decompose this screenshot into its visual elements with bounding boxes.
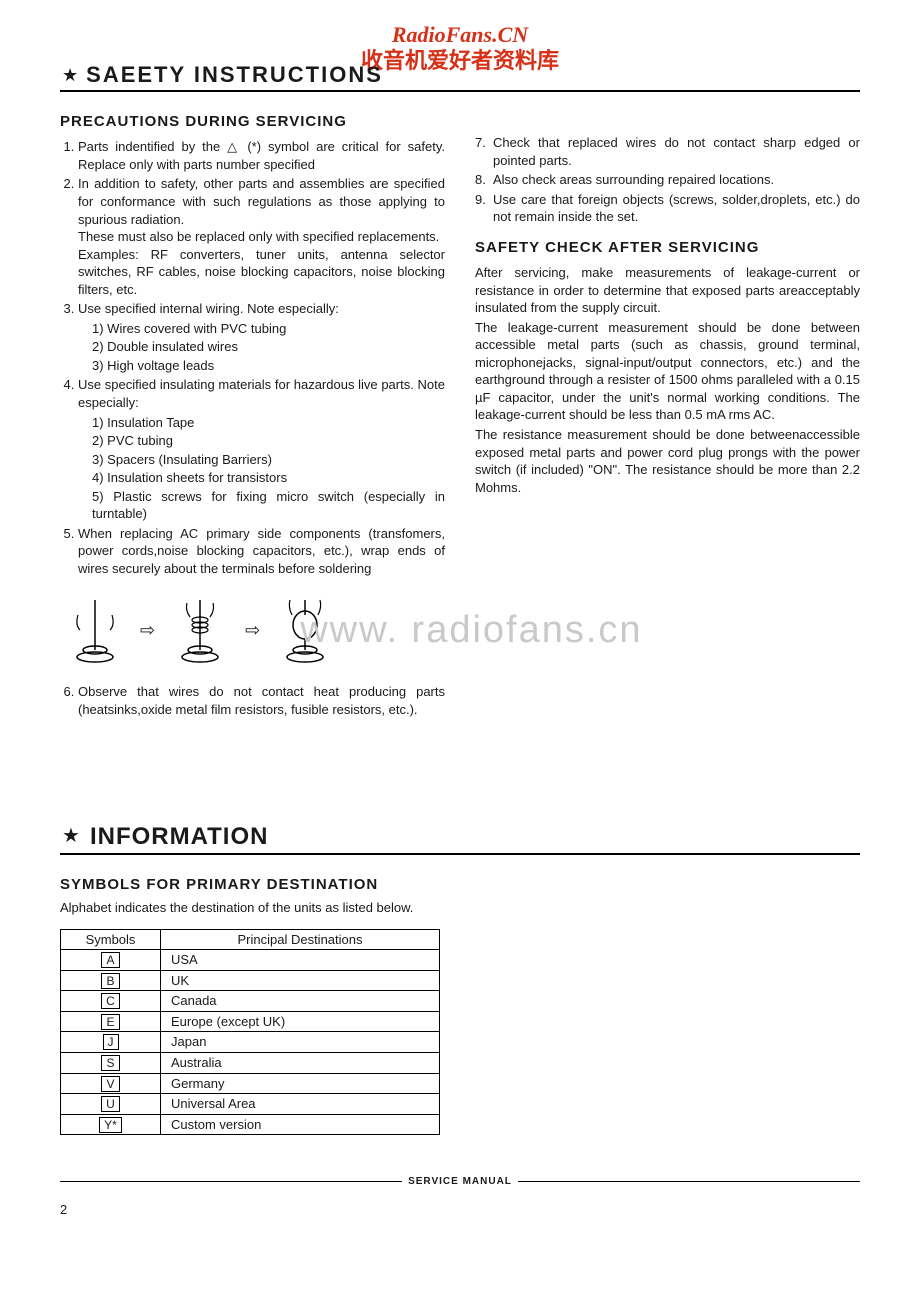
footer-rule-left [60,1181,402,1182]
footer: SERVICE MANUAL [60,1175,860,1189]
symbols-desc: Alphabet indicates the destination of th… [60,899,440,917]
item-4: Use specified insulating materials for h… [78,376,445,522]
symbol-cell: V [61,1073,161,1094]
terminal-before-icon [70,595,120,665]
precautions-list: Parts indentified by the △ (*) symbol ar… [60,138,445,577]
arrow-icon: ⇨ [140,618,155,642]
table-row: J Japan [61,1032,440,1053]
symbol-box: J [103,1034,119,1050]
symbols-heading: SYMBOLS FOR PRIMARY DESTINATION [60,875,860,895]
item-7: 7.Check that replaced wires do not conta… [475,134,860,169]
destination-cell: Japan [161,1032,440,1053]
th-destinations: Principal Destinations [161,929,440,950]
item-5: When replacing AC primary side component… [78,525,445,578]
soldering-diagram: ⇨ ⇨ [70,595,445,665]
symbol-cell: C [61,991,161,1012]
table-row: A USA [61,950,440,971]
safety-columns: PRECAUTIONS DURING SERVICING Parts inden… [60,112,860,720]
table-row: C Canada [61,991,440,1012]
symbol-box: E [101,1014,119,1030]
terminal-soldered-icon [280,595,330,665]
destination-cell: Australia [161,1053,440,1074]
arrow-icon-2: ⇨ [245,618,260,642]
page-number: 2 [60,1201,860,1219]
table-row: U Universal Area [61,1094,440,1115]
destination-table: Symbols Principal Destinations AUSABUKCC… [60,929,440,1135]
safety-title: SAEETY INSTRUCTIONS [86,60,383,90]
symbol-cell: E [61,1011,161,1032]
symbol-cell: B [61,970,161,991]
safety-p1: After servicing, make measurements of le… [475,264,860,317]
safety-p3: The resistance measurement should be don… [475,426,860,496]
footer-label: SERVICE MANUAL [408,1175,512,1189]
info-title: INFORMATION [90,821,269,853]
destination-cell: Universal Area [161,1094,440,1115]
symbol-box: Y* [99,1117,122,1133]
symbol-cell: S [61,1053,161,1074]
destination-cell: Europe (except UK) [161,1011,440,1032]
symbol-box: U [101,1096,120,1112]
destination-cell: Canada [161,991,440,1012]
info-title-row: ★ INFORMATION [60,821,860,855]
terminal-wrapped-icon [175,595,225,665]
safety-p2: The leakage-current measurement should b… [475,319,860,424]
table-row: Y* Custom version [61,1114,440,1135]
th-symbols: Symbols [61,929,161,950]
symbol-cell: Y* [61,1114,161,1135]
symbol-box: V [101,1076,119,1092]
table-row: E Europe (except UK) [61,1011,440,1032]
left-column: PRECAUTIONS DURING SERVICING Parts inden… [60,112,445,720]
destination-cell: USA [161,950,440,971]
symbol-box: B [101,973,119,989]
symbol-box: S [101,1055,119,1071]
star-icon: ★ [62,63,78,87]
precautions-list-cont: Observe that wires do not contact heat p… [60,683,445,718]
information-section: ★ INFORMATION SYMBOLS FOR PRIMARY DESTIN… [60,821,860,1136]
destination-cell: Germany [161,1073,440,1094]
safety-check-heading: SAFETY CHECK AFTER SERVICING [475,238,860,258]
item-6: Observe that wires do not contact heat p… [78,683,445,718]
table-row: S Australia [61,1053,440,1074]
item-1: Parts indentified by the △ (*) symbol ar… [78,138,445,173]
precautions-heading: PRECAUTIONS DURING SERVICING [60,112,445,132]
symbol-cell: A [61,950,161,971]
item-8: 8.Also check areas surrounding repaired … [475,171,860,189]
symbol-box: A [101,952,119,968]
item-2: In addition to safety, other parts and a… [78,175,445,298]
item-3: Use specified internal wiring. Note espe… [78,300,445,374]
destination-cell: Custom version [161,1114,440,1135]
star-icon-2: ★ [62,823,80,850]
footer-rule-right [518,1181,860,1182]
destination-cell: UK [161,970,440,991]
item-9: 9.Use care that foreign objects (screws,… [475,191,860,226]
right-column: 7.Check that replaced wires do not conta… [475,112,860,720]
symbol-cell: U [61,1094,161,1115]
symbol-box: C [101,993,120,1009]
table-row: B UK [61,970,440,991]
table-row: V Germany [61,1073,440,1094]
symbol-cell: J [61,1032,161,1053]
